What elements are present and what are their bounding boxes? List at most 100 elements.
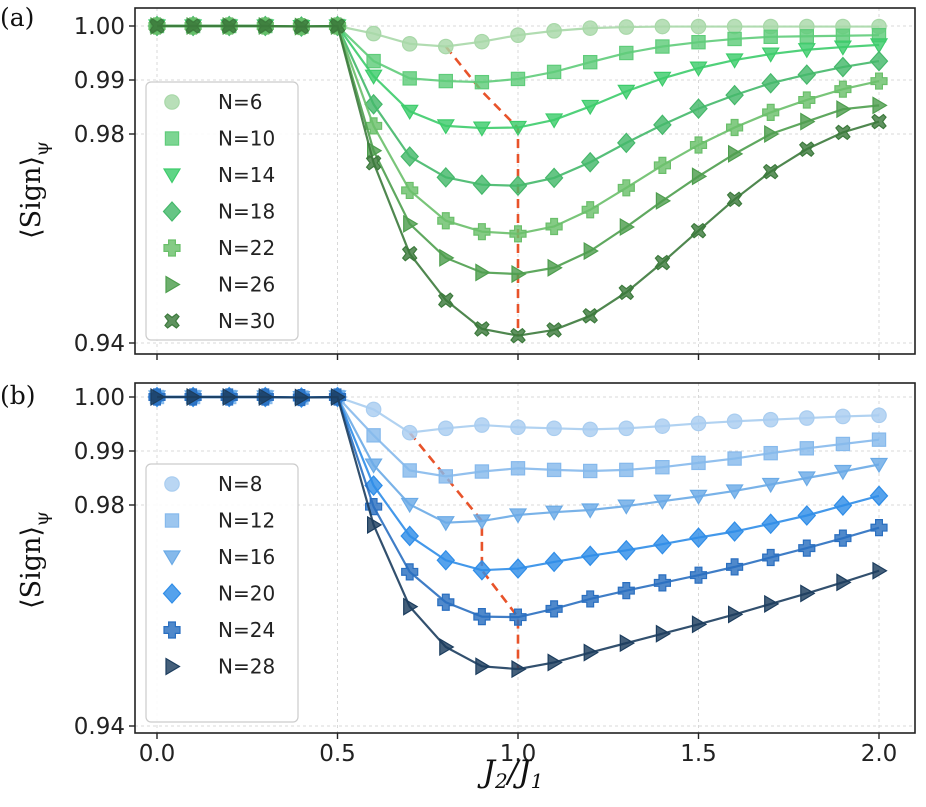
legend-label: N=30 [218,309,275,333]
y-axis-label-main: ⟨Sign⟩ [16,526,47,609]
data-point [689,527,708,548]
data-point [690,222,707,239]
data-point [545,217,563,236]
y-ticks: 0.94 0.98 0.99 1.00 [74,14,135,357]
data-point [689,489,708,506]
data-point [365,25,382,42]
panel-a: (a) ⟨Sign⟩ψ 0.94 0.98 0.99 1.00 N=6 N=10 N=14… [0,3,916,360]
x-ticks: 0.0 0.5 1.0 1.5 2.0 [139,733,897,767]
data-point [798,91,816,109]
legend-marker [162,583,182,604]
data-point [616,539,636,561]
data-point [653,71,672,88]
data-point [402,463,417,478]
data-point [761,477,780,494]
data-point [725,84,744,106]
data-point [835,124,851,141]
data-point [617,582,635,600]
data-point [727,451,742,466]
data-point [546,420,562,437]
data-point [546,322,562,338]
data-point [726,191,743,208]
data-point [691,34,706,50]
data-point [582,308,598,324]
data-point [582,20,598,36]
data-point [871,407,887,424]
data-point [580,545,600,567]
data-point [834,529,852,547]
data-point [546,64,562,80]
data-point [475,657,491,676]
data-point [799,29,815,44]
data-point [762,548,780,567]
data-point [186,387,202,407]
legend-label: N=28 [218,655,275,679]
legend-label: N=20 [218,582,275,606]
data-point [725,53,744,69]
data-point [367,515,383,534]
data-point [727,31,742,47]
data-point [653,494,672,510]
data-point [472,514,491,530]
data-point [400,146,420,167]
data-point [655,191,672,210]
data-point [437,420,454,437]
data-point [509,608,527,626]
legend-label: N=12 [218,509,275,533]
x-axis-label-num: J [477,754,497,790]
legend-label: N=8 [218,472,262,496]
data-point [869,50,889,72]
y-axis-label-sub: ψ [31,511,53,526]
data-point [547,258,563,277]
data-point [871,113,887,130]
data-point [472,559,492,581]
data-point [833,464,852,481]
dashed-guide-line [408,431,520,670]
data-point [617,179,635,197]
data-point [872,96,888,115]
y-tick-label: 0.98 [74,122,125,148]
data-point [329,18,346,34]
data-point [403,214,419,233]
data-point [510,419,526,436]
y-tick-label: 0.94 [74,331,125,357]
y-axis-label: ⟨Sign⟩ψ [16,511,53,609]
legend-marker [164,513,180,528]
x-axis-label-den-sub: 1 [531,769,544,793]
dashed-guide-path [408,431,520,670]
data-point [689,136,708,154]
data-point [761,47,780,63]
data-point [797,43,816,59]
y-axis-label-main: ⟨Sign⟩ [16,156,47,239]
data-point [689,98,708,120]
data-point [836,573,852,592]
legend-marker [162,550,182,566]
x-axis-label-slash: /J [505,754,532,790]
legend-marker [165,275,181,294]
data-point [800,112,816,131]
data-point [544,551,564,573]
legend-box [145,81,299,341]
data-point [365,401,382,418]
data-point [436,549,456,571]
data-point [618,420,635,437]
legend-box [145,463,299,723]
legend-label: N=26 [218,273,275,297]
data-point [761,513,781,535]
panel-label: (a) [0,3,34,32]
data-point [797,64,817,85]
data-point [762,163,779,180]
plot-frame [134,382,916,734]
data-point [581,99,600,116]
data-point [546,23,562,39]
x-ticks [156,354,880,360]
data-point [581,201,599,219]
legend-label: N=14 [218,163,275,187]
data-point [438,73,454,89]
data-point [439,637,455,657]
data-point [437,212,455,230]
data-point [833,40,852,56]
panel-b: (b) ⟨Sign⟩ψ 0.94 0.98 0.99 1.00 0.0 0.5 1.0 1.… [0,381,916,767]
data-point [799,141,815,157]
data-point [869,38,889,54]
